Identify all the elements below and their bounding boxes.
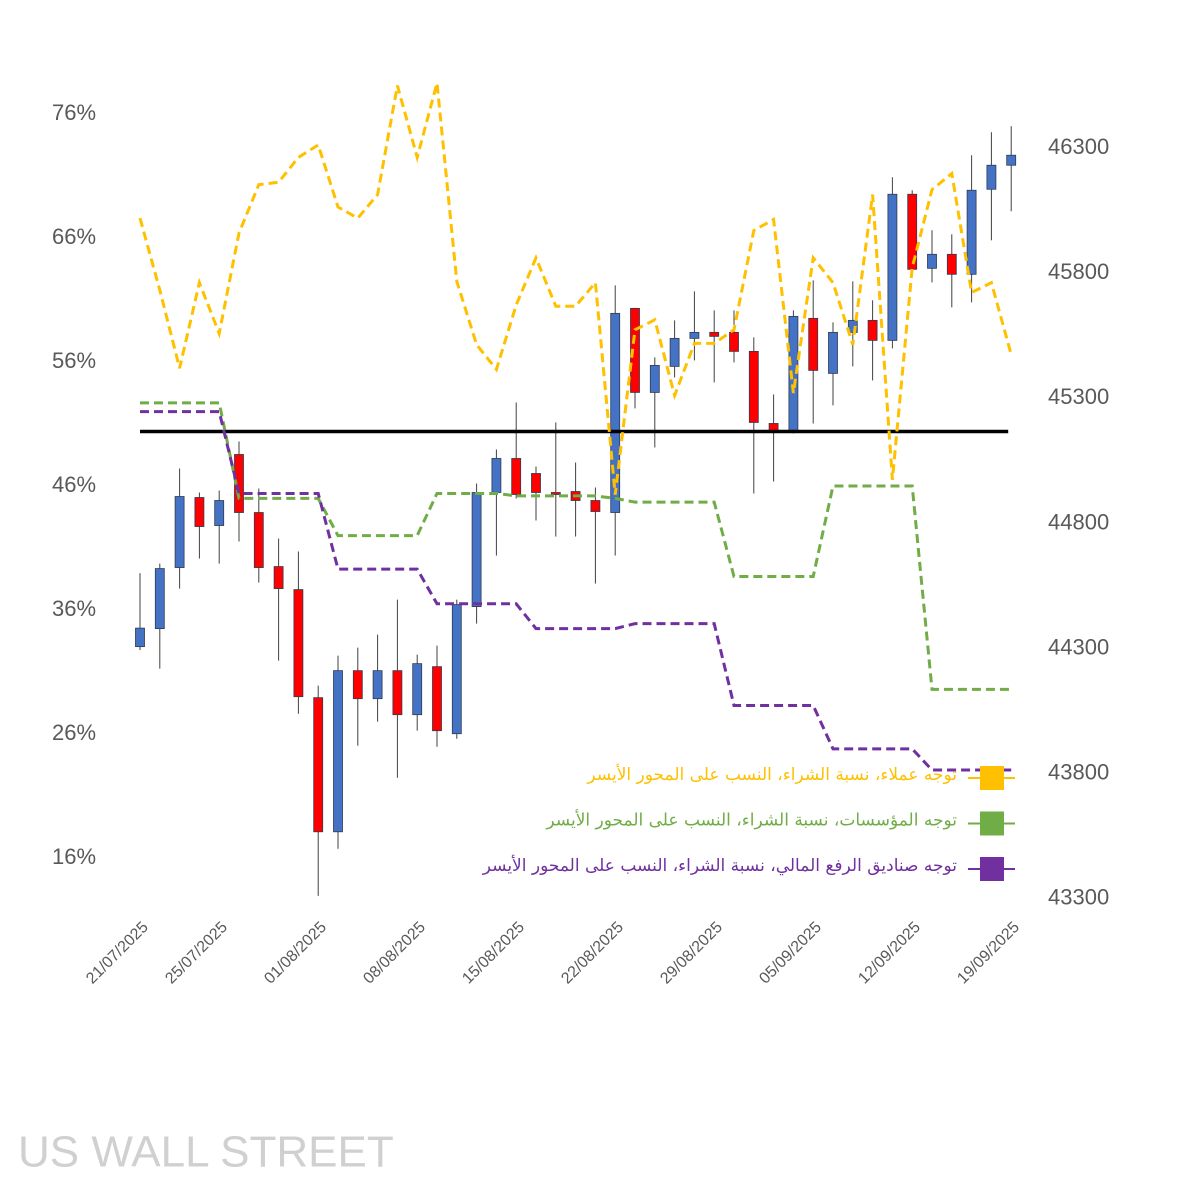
candle-body — [669, 337, 680, 367]
candle-body — [927, 253, 937, 269]
candle-body — [649, 364, 660, 393]
candle-body — [966, 189, 977, 275]
candle-body — [847, 319, 858, 333]
y2-tick-label: 43300 — [1048, 885, 1109, 910]
candle-body — [313, 697, 324, 833]
legend-swatch — [980, 857, 1004, 881]
candle-body — [214, 500, 225, 526]
candle-body — [511, 458, 522, 495]
candle-body — [867, 319, 878, 341]
watermark: US WALL STREET — [18, 1128, 394, 1177]
y2-tick-label: 45800 — [1048, 259, 1109, 284]
x-tick-label: 08/08/2025 — [360, 919, 429, 988]
y2-tick-label: 44800 — [1048, 509, 1109, 534]
candle-body — [946, 253, 957, 275]
y-tick-label: 36% — [52, 596, 96, 621]
candle-body — [630, 307, 640, 393]
candle-body — [293, 589, 304, 698]
legend-label: توجه صناديق الرفع المالي، نسبة الشراء، ا… — [482, 855, 957, 876]
candle-body — [768, 423, 779, 431]
x-tick-label: 22/08/2025 — [558, 919, 627, 988]
candle-body — [412, 663, 423, 716]
y-tick-label: 16% — [52, 844, 96, 869]
x-tick-label: 15/08/2025 — [459, 919, 528, 988]
candle-body — [808, 317, 819, 371]
candle-body — [887, 193, 898, 341]
series-line — [140, 401, 1012, 691]
candle-body — [748, 350, 759, 423]
candle-body — [689, 331, 700, 339]
candle-body — [491, 458, 502, 493]
candle-body — [372, 670, 383, 700]
candle-body — [392, 670, 403, 716]
y-tick-label: 26% — [52, 720, 96, 745]
candle-body — [531, 473, 541, 493]
candle-body — [828, 331, 838, 374]
x-tick-label: 12/09/2025 — [855, 919, 924, 988]
candle-body — [471, 492, 482, 608]
x-tick-label: 29/08/2025 — [657, 919, 726, 988]
candle-body — [432, 666, 442, 732]
legend-swatch — [980, 811, 1004, 836]
y-tick-label: 46% — [52, 472, 96, 497]
series-line — [140, 410, 1012, 772]
candle-body — [352, 670, 363, 700]
candle-body — [709, 331, 720, 337]
legend-swatch — [980, 766, 1004, 790]
candle-body — [550, 492, 561, 495]
candle-body — [154, 568, 165, 630]
candle-body — [1006, 154, 1017, 166]
candle-body — [273, 566, 284, 589]
y-tick-label: 56% — [52, 348, 96, 373]
y-tick-label: 66% — [52, 224, 96, 249]
y2-tick-label: 44300 — [1048, 634, 1109, 659]
legend-label: توجه عملاء، نسبة الشراء، النسب على المحو… — [586, 764, 957, 785]
candle-body — [253, 512, 264, 568]
series-line — [138, 82, 1013, 495]
candle-body — [610, 312, 621, 513]
x-tick-label: 25/07/2025 — [162, 919, 231, 988]
y2-tick-label: 45300 — [1048, 384, 1109, 409]
x-tick-label: 01/08/2025 — [261, 919, 330, 988]
candle-body — [174, 496, 185, 568]
candle-body — [590, 500, 601, 512]
candle-body — [135, 627, 145, 648]
y2-tick-label: 43800 — [1048, 760, 1109, 785]
candle-body — [194, 497, 205, 527]
y2-tick-label: 46300 — [1048, 134, 1109, 159]
legend-label: توجه المؤسسات، نسبة الشراء، النسب على ال… — [545, 810, 957, 831]
y-tick-label: 76% — [52, 100, 96, 125]
candle-body — [451, 604, 462, 735]
candle-body — [729, 331, 739, 352]
x-tick-label: 19/09/2025 — [954, 919, 1023, 988]
x-tick-label: 05/09/2025 — [756, 919, 825, 988]
candle-body — [986, 164, 997, 190]
candle-body — [333, 670, 343, 833]
x-tick-label: 21/07/2025 — [83, 919, 152, 988]
